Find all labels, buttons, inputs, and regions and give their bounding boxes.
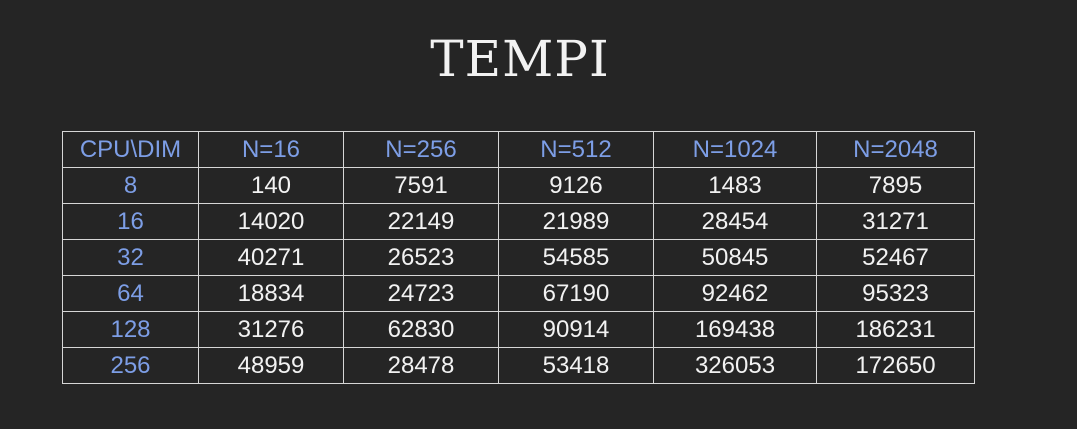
table-cell: 7895 <box>816 167 975 204</box>
row-label: 16 <box>62 203 199 240</box>
table-cell: 21989 <box>498 203 654 240</box>
table-row: 64 18834 24723 67190 92462 95323 <box>62 275 975 312</box>
table-cell: 95323 <box>816 275 975 312</box>
table-cell: 140 <box>198 167 344 204</box>
row-label: 32 <box>62 239 199 276</box>
table-row: 16 14020 22149 21989 28454 31271 <box>62 203 975 240</box>
table-cell: 50845 <box>653 239 817 276</box>
table-cell: 31271 <box>816 203 975 240</box>
header-n1024: N=1024 <box>653 131 817 168</box>
table-cell: 18834 <box>198 275 344 312</box>
table-cell: 67190 <box>498 275 654 312</box>
table-cell: 14020 <box>198 203 344 240</box>
table-cell: 28478 <box>343 347 499 384</box>
table-cell: 62830 <box>343 311 499 348</box>
page-title: TEMPI <box>430 30 610 88</box>
table-cell: 31276 <box>198 311 344 348</box>
header-row: CPU\DIM N=16 N=256 N=512 N=1024 N=2048 <box>62 131 975 168</box>
table-cell: 54585 <box>498 239 654 276</box>
table-cell: 1483 <box>653 167 817 204</box>
header-corner: CPU\DIM <box>62 131 199 168</box>
table-row: 128 31276 62830 90914 169438 186231 <box>62 311 975 348</box>
row-label: 64 <box>62 275 199 312</box>
row-label: 8 <box>62 167 199 204</box>
table-cell: 9126 <box>498 167 654 204</box>
table-cell: 169438 <box>653 311 817 348</box>
table-row: 32 40271 26523 54585 50845 52467 <box>62 239 975 276</box>
table-cell: 52467 <box>816 239 975 276</box>
row-label: 128 <box>62 311 199 348</box>
table-cell: 24723 <box>343 275 499 312</box>
table-cell: 53418 <box>498 347 654 384</box>
table-cell: 172650 <box>816 347 975 384</box>
table-cell: 48959 <box>198 347 344 384</box>
row-label: 256 <box>62 347 199 384</box>
header-n512: N=512 <box>498 131 654 168</box>
table-cell: 26523 <box>343 239 499 276</box>
table-cell: 90914 <box>498 311 654 348</box>
table-cell: 186231 <box>816 311 975 348</box>
table-cell: 7591 <box>343 167 499 204</box>
table-cell: 28454 <box>653 203 817 240</box>
timing-table: CPU\DIM N=16 N=256 N=512 N=1024 N=2048 8… <box>62 131 975 384</box>
table-cell: 92462 <box>653 275 817 312</box>
table-cell: 40271 <box>198 239 344 276</box>
header-n16: N=16 <box>198 131 344 168</box>
header-n256: N=256 <box>343 131 499 168</box>
table-cell: 326053 <box>653 347 817 384</box>
table-cell: 22149 <box>343 203 499 240</box>
header-n2048: N=2048 <box>816 131 975 168</box>
table-row: 8 140 7591 9126 1483 7895 <box>62 167 975 204</box>
table-row: 256 48959 28478 53418 326053 172650 <box>62 347 975 384</box>
